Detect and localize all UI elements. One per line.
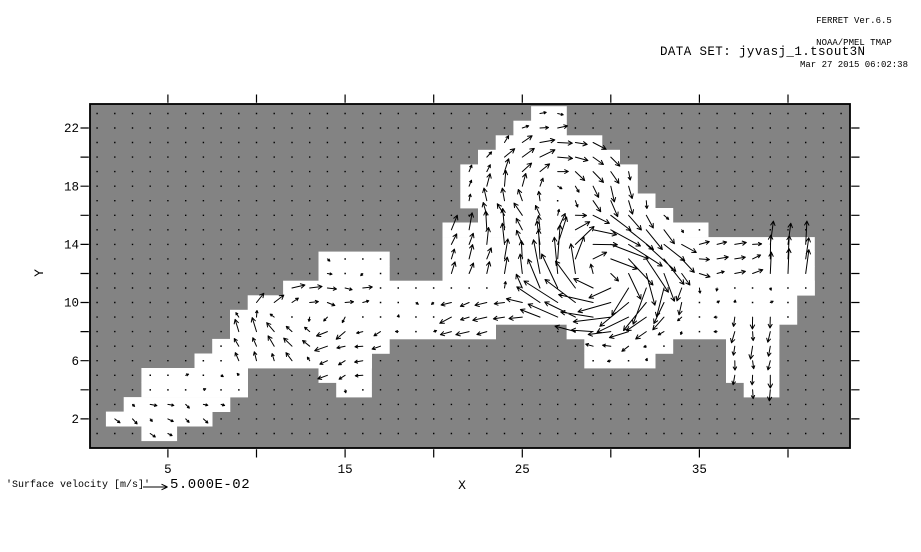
app-org-line: NOAA/PMEL TMAP (816, 38, 892, 49)
y-tick-label: 22 (64, 122, 79, 136)
reference-vector-label: 'Surface velocity [m/s]' (6, 480, 151, 491)
plot-area: 5 15 25 35 2 6 10 14 18 22 X Y (32, 94, 860, 493)
app-version-line: FERRET Ver.6.5 (816, 15, 892, 26)
y-tick-label: 14 (64, 239, 79, 253)
y-tick-label: 10 (64, 297, 79, 311)
x-tick-label: 5 (164, 463, 172, 477)
app-info: FERRET Ver.6.5 NOAA/PMEL TMAP Mar 27 201… (800, 3, 908, 84)
y-axis-label: Y (32, 269, 47, 277)
dataset-title: DATA SET: jyvasj_1.tsout3N (660, 45, 866, 59)
y-tick-label: 2 (71, 413, 79, 427)
x-axis-label: X (458, 478, 466, 493)
reference-vector-value: 5.000E-02 (170, 477, 251, 493)
y-tick-label: 6 (71, 355, 79, 369)
x-tick-label: 25 (515, 463, 530, 477)
app-timestamp-line: Mar 27 2015 06:02:38 (799, 60, 908, 71)
reference-arrow-icon (143, 483, 168, 491)
y-tick-label: 18 (64, 180, 79, 194)
x-tick-label: 35 (692, 463, 707, 477)
x-tick-label: 15 (338, 463, 353, 477)
axis-ticks (80, 94, 860, 458)
plot-border (89, 103, 851, 449)
velocity-arrows (114, 111, 811, 438)
reference-vector-legend: 'Surface velocity [m/s]' 5.000E-02 (0, 470, 320, 500)
